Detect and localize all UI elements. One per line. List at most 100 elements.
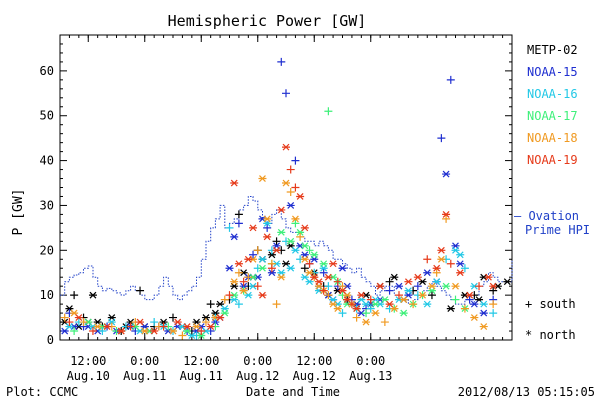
legend: METP-02 NOAA-15 NOAA-16 NOAA-17 NOAA-18 NOAA-… <box>527 43 578 167</box>
data-point-north <box>249 224 258 232</box>
y-axis: 0 10 20 30 40 50 60 <box>40 43 512 347</box>
data-point-north <box>423 300 432 308</box>
data-point-south <box>446 75 455 84</box>
marker-legend-north: * north <box>525 328 576 342</box>
data-point-south <box>324 291 333 300</box>
data-point-south <box>366 304 375 313</box>
data-point-south <box>446 259 455 268</box>
data-point-north <box>277 228 286 236</box>
data-point-north <box>272 246 281 254</box>
data-point-south <box>333 277 342 286</box>
data-point-north <box>479 300 488 308</box>
data-point-north <box>286 202 295 209</box>
data-point-north <box>427 282 436 290</box>
data-point-south <box>291 183 300 192</box>
data-point-south <box>385 286 394 295</box>
data-point-south <box>79 318 88 327</box>
data-point-north <box>470 300 479 308</box>
data-point-north <box>258 175 267 182</box>
y-tick-label: 30 <box>40 198 54 212</box>
data-point-south <box>451 295 460 304</box>
data-point-north <box>343 296 352 304</box>
data-point-south <box>291 219 300 228</box>
data-point-south <box>150 318 159 327</box>
data-point-north <box>442 282 451 290</box>
data-point-south <box>489 309 498 318</box>
x-tick-label-time: 12:00 <box>70 354 106 368</box>
data-point-north <box>362 300 371 308</box>
data-point-north <box>399 296 408 304</box>
data-point-south <box>234 268 243 277</box>
data-point-north <box>230 179 239 187</box>
data-point-north <box>465 291 474 299</box>
data-point-north <box>456 251 465 259</box>
data-point-south <box>489 300 498 309</box>
data-point-north <box>263 215 272 223</box>
data-point-north <box>314 278 323 286</box>
data-point-south <box>136 286 145 295</box>
data-point-north <box>456 269 465 277</box>
data-point-north <box>432 264 441 272</box>
y-tick-label: 40 <box>40 154 54 168</box>
data-point-north <box>418 291 427 299</box>
data-point-north <box>216 314 225 321</box>
data-point-north <box>442 210 451 218</box>
data-point-north <box>258 255 267 263</box>
data-point-south <box>220 295 229 304</box>
data-point-north <box>484 273 493 281</box>
data-point-south <box>460 264 469 273</box>
data-point-north <box>234 260 243 268</box>
data-point-south <box>272 300 281 309</box>
data-point-north <box>319 260 328 268</box>
data-point-north <box>244 255 253 263</box>
data-point-north <box>333 305 342 313</box>
data-point-south <box>197 327 206 336</box>
data-point-north <box>136 318 145 326</box>
data-point-south <box>305 246 314 255</box>
ovation-legend-line1: — Ovation <box>514 209 579 223</box>
marker-legend: + south * north <box>525 297 576 342</box>
x-tick-label-time: 12:00 <box>183 354 219 368</box>
data-point-south <box>98 327 107 336</box>
data-point-north <box>479 309 488 317</box>
data-point-south <box>234 219 243 228</box>
data-point-north <box>286 237 295 245</box>
data-point-south <box>409 300 418 309</box>
data-point-north <box>371 300 380 308</box>
data-point-south <box>178 331 187 340</box>
data-point-south <box>126 322 135 331</box>
data-point-south <box>475 282 484 291</box>
data-point-south <box>272 237 281 246</box>
data-point-north <box>140 327 149 335</box>
data-point-north <box>329 260 338 268</box>
data-point-south <box>234 300 243 309</box>
y-tick-label: 60 <box>40 64 54 78</box>
data-point-north <box>277 273 286 281</box>
data-point-south <box>263 223 272 232</box>
data-point-north <box>338 287 347 295</box>
data-point-south <box>253 282 262 291</box>
data-point-north <box>117 327 126 335</box>
data-point-north <box>206 323 215 330</box>
data-point-north <box>173 318 182 326</box>
data-point-north <box>423 269 432 277</box>
x-tick-label-date: Aug.13 <box>349 369 392 383</box>
data-point-north <box>338 264 347 272</box>
data-point-north <box>489 282 498 290</box>
data-point-north <box>300 224 309 232</box>
data-point-north <box>65 323 74 330</box>
data-point-north <box>404 287 413 295</box>
ovation-legend-line2: Prime HPI <box>525 223 590 237</box>
data-point-south <box>244 273 253 282</box>
data-point-north <box>267 269 276 277</box>
series-noaa-18 <box>60 175 498 340</box>
chart-title: Hemispheric Power [GW] <box>168 12 367 30</box>
data-point-north <box>291 246 300 254</box>
data-point-south <box>352 313 361 322</box>
data-point-south <box>319 268 328 277</box>
data-point-north <box>456 260 465 268</box>
x-axis-label: Date and Time <box>246 385 340 399</box>
data-point-south <box>65 318 74 327</box>
data-point-south <box>282 89 290 98</box>
data-point-south <box>324 282 333 291</box>
